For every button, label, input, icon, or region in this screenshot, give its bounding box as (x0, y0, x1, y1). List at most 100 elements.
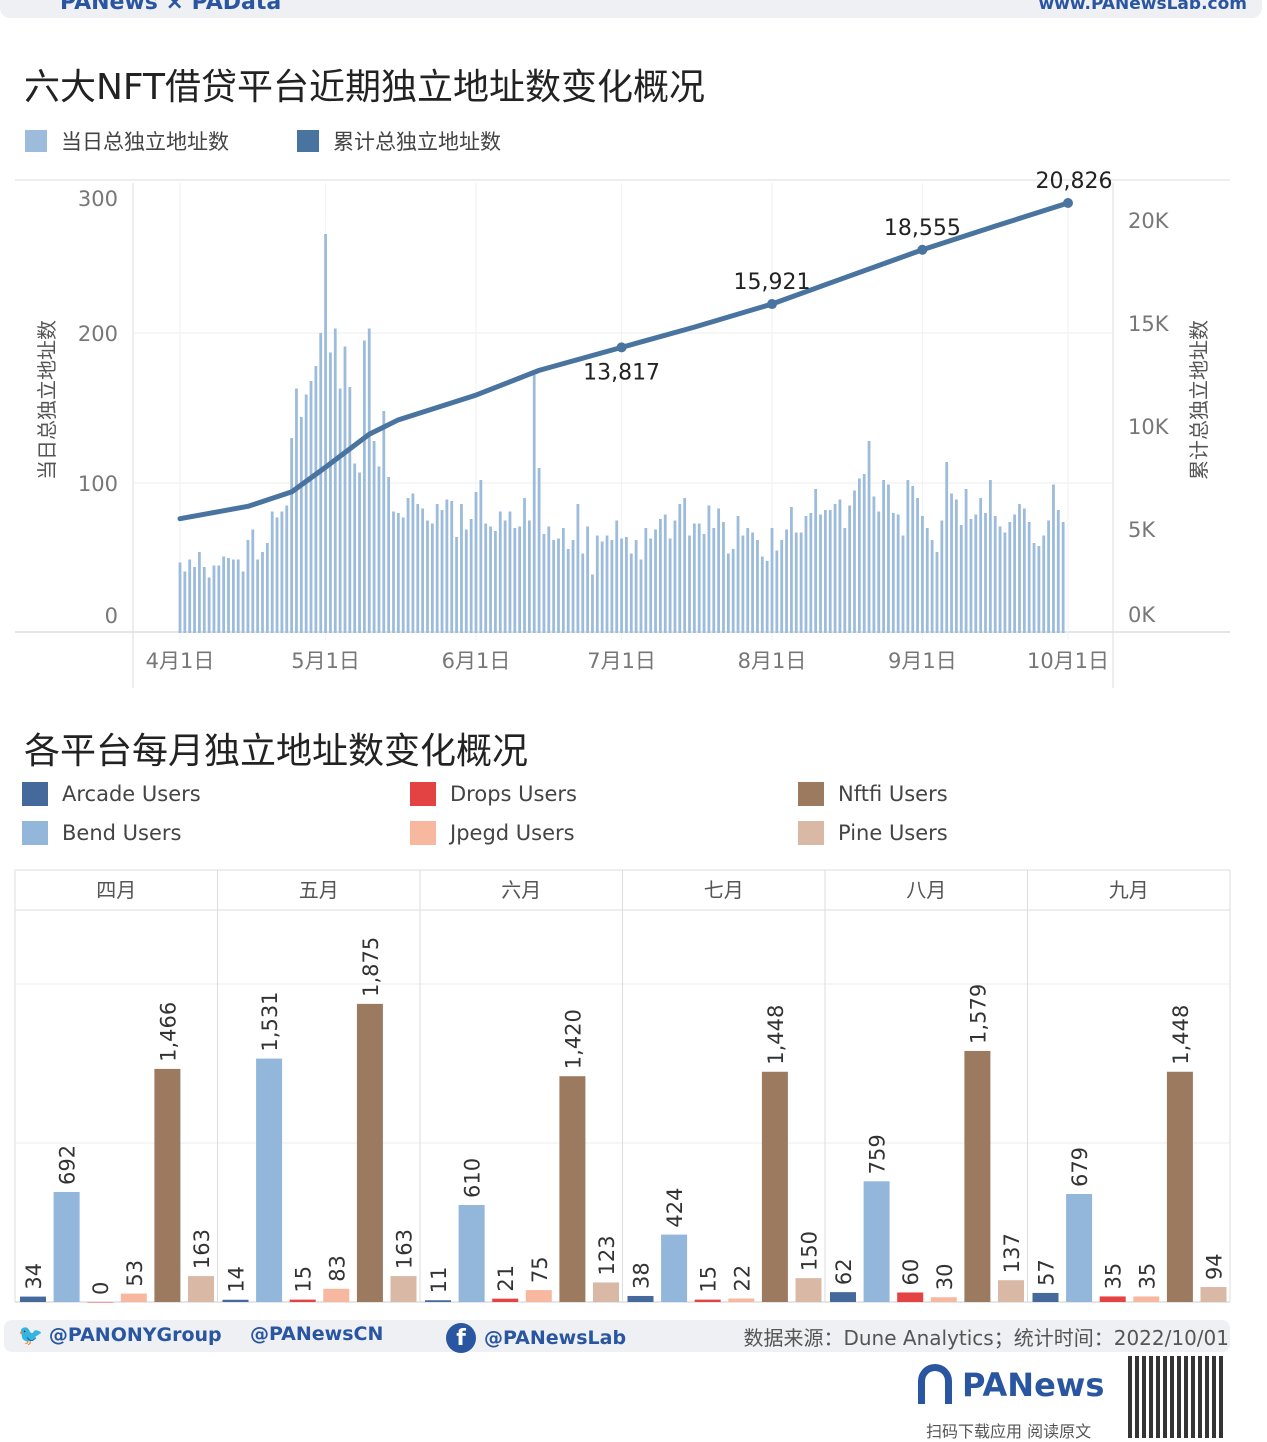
y-left-tick-label: 200 (78, 322, 118, 346)
bar-value-label: 163 (393, 1229, 417, 1269)
daily-bar (1052, 484, 1055, 633)
daily-bar (945, 462, 949, 633)
bar-value-label: 692 (56, 1145, 80, 1185)
bar-drops (289, 1299, 316, 1302)
daily-bar (227, 558, 230, 633)
facebook-icon: f (446, 1323, 476, 1353)
x-tick-label: 4月1日 (146, 649, 215, 673)
daily-bar (236, 559, 240, 633)
daily-bar (411, 493, 415, 633)
bar-value-label: 1,875 (359, 937, 383, 997)
daily-bar (756, 540, 759, 633)
daily-bar (523, 498, 526, 633)
daily-bar (954, 499, 958, 633)
daily-bar (765, 561, 769, 633)
daily-bar (314, 366, 318, 633)
panel-header-label: 五月 (299, 878, 339, 902)
bar-bend (458, 1205, 485, 1302)
cumulative-point (616, 342, 627, 353)
daily-bar (212, 565, 216, 633)
daily-bar (494, 531, 497, 633)
daily-bar (333, 328, 337, 633)
daily-bar (581, 553, 585, 633)
bar-value-label: 163 (190, 1229, 214, 1269)
daily-bar (280, 511, 284, 633)
daily-bar (193, 567, 196, 633)
daily-bar (790, 507, 793, 633)
daily-bar (532, 375, 536, 633)
daily-bar (882, 480, 886, 633)
daily-bar (392, 511, 395, 633)
bar-drops (694, 1299, 721, 1302)
bar-pine (188, 1276, 214, 1302)
bar-drops (87, 1302, 114, 1303)
y-left-tick-label: 300 (78, 187, 118, 211)
legend-cumulative: 累计总独立地址数 (297, 126, 501, 156)
daily-bar (377, 466, 381, 633)
legend-nftfi: Nftfi Users (798, 782, 948, 806)
bar-value-label: 15 (697, 1266, 721, 1293)
bar-pine (795, 1278, 822, 1302)
footer-band (4, 1320, 1230, 1352)
daily-bar (688, 535, 691, 633)
facebook-handle[interactable]: f @PANewsLab (446, 1323, 626, 1353)
y-right-tick-label: 15K (1128, 312, 1170, 336)
daily-bar (396, 513, 400, 633)
daily-bar (717, 508, 721, 633)
daily-bar (921, 516, 924, 633)
cumulative-point (1063, 197, 1073, 208)
site-url[interactable]: www.PANewsLab.com (1038, 0, 1247, 14)
bar-value-label: 94 (1203, 1253, 1227, 1280)
daily-bar (1003, 532, 1007, 633)
daily-bar (712, 528, 716, 633)
daily-bar (353, 463, 357, 633)
daily-bar (299, 417, 303, 633)
daily-bar (382, 411, 386, 633)
qr-code[interactable] (1128, 1356, 1226, 1438)
bar-value-label: 21 (494, 1265, 518, 1292)
daily-bar (814, 489, 818, 633)
bar-arcade (425, 1300, 451, 1302)
daily-bar (198, 552, 201, 633)
y-left-tick-label: 0 (105, 604, 118, 628)
x-tick-label: 7月1日 (587, 649, 656, 673)
panews-logo-icon (918, 1364, 952, 1404)
daily-bar (542, 534, 546, 633)
bar-bend (863, 1181, 890, 1302)
daily-bar (586, 526, 590, 633)
bar-value-label: 35 (1135, 1263, 1159, 1290)
daily-bar (401, 517, 405, 633)
legend-label: Jpegd Users (450, 821, 575, 845)
daily-bar (464, 529, 468, 633)
legend-label: 累计总独立地址数 (333, 130, 501, 154)
daily-bar (1022, 508, 1026, 633)
daily-bar (620, 538, 623, 633)
bar-value-label: 137 (1000, 1233, 1024, 1273)
daily-bar (474, 492, 478, 633)
daily-bar (639, 559, 643, 633)
panel-header-label: 八月 (906, 878, 946, 902)
daily-bar (935, 552, 939, 633)
daily-bar (780, 540, 784, 633)
brand-logo-text: PANews × PAData (60, 0, 282, 15)
bar-value-label: 11 (427, 1267, 451, 1294)
legend-drops: Drops Users (410, 782, 577, 806)
legend-swatch-daily (25, 130, 47, 152)
daily-bar (178, 562, 182, 633)
daily-bar (857, 478, 861, 633)
daily-bar (848, 505, 852, 633)
cumulative-line (177, 200, 1071, 522)
daily-bar (290, 438, 294, 633)
twitter-handle[interactable]: 🐦 @PANONYGroup (18, 1323, 222, 1347)
daily-bar (896, 514, 900, 633)
daily-bar (692, 523, 696, 633)
weibo-handle[interactable]: @PANewsCN (250, 1323, 384, 1345)
daily-bar (600, 541, 604, 633)
daily-bar (1037, 546, 1041, 633)
bar-bend (1066, 1194, 1093, 1302)
daily-bar (445, 499, 449, 633)
bar-value-label: 123 (595, 1235, 619, 1275)
bar-value-label: 1,448 (1169, 1005, 1193, 1065)
daily-bar (998, 526, 1002, 633)
daily-bar (610, 540, 614, 633)
